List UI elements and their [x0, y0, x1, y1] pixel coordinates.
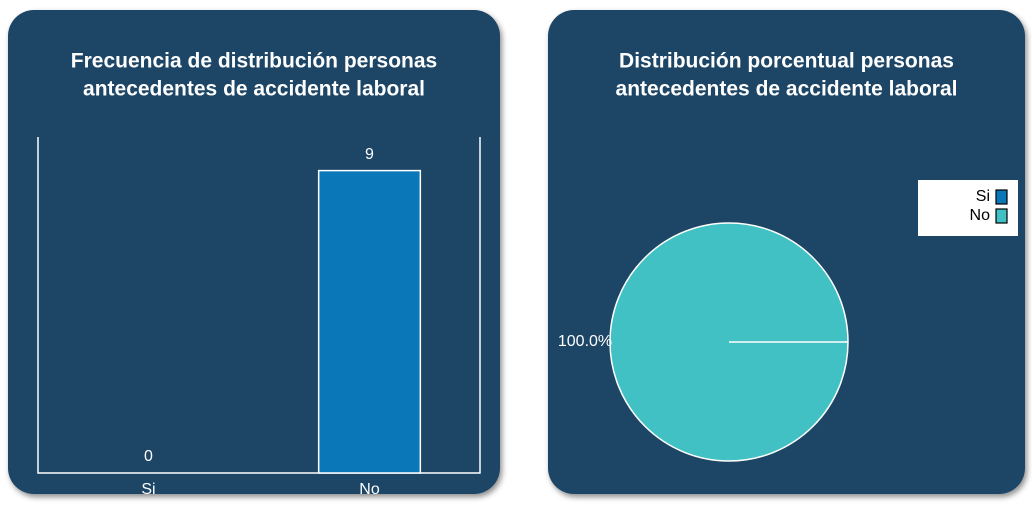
x-tick-label: No	[359, 481, 380, 498]
legend-swatch	[995, 189, 1008, 205]
legend	[918, 180, 1018, 236]
legend-label: Si	[976, 188, 990, 205]
legend-label: No	[970, 207, 991, 224]
value-label: 0	[144, 448, 153, 465]
bar	[317, 169, 422, 474]
value-label: 100.0%	[558, 333, 612, 350]
pie-chart: Distribución porcentual personas antecede…	[558, 50, 1018, 462]
axis	[37, 137, 481, 474]
x-tick-label: Si	[141, 481, 155, 498]
legend-swatch	[995, 208, 1008, 224]
chart-title: Distribución porcentual personas	[619, 50, 954, 73]
chart-title: antecedentes de accidente laboral	[616, 78, 958, 101]
chart-title: antecedentes de accidente laboral	[83, 78, 425, 101]
value-label: 9	[365, 146, 374, 163]
bar-chart: Frecuencia de distribución personas antec…	[37, 50, 481, 498]
chart-title: Frecuencia de distribución personas	[71, 50, 437, 73]
